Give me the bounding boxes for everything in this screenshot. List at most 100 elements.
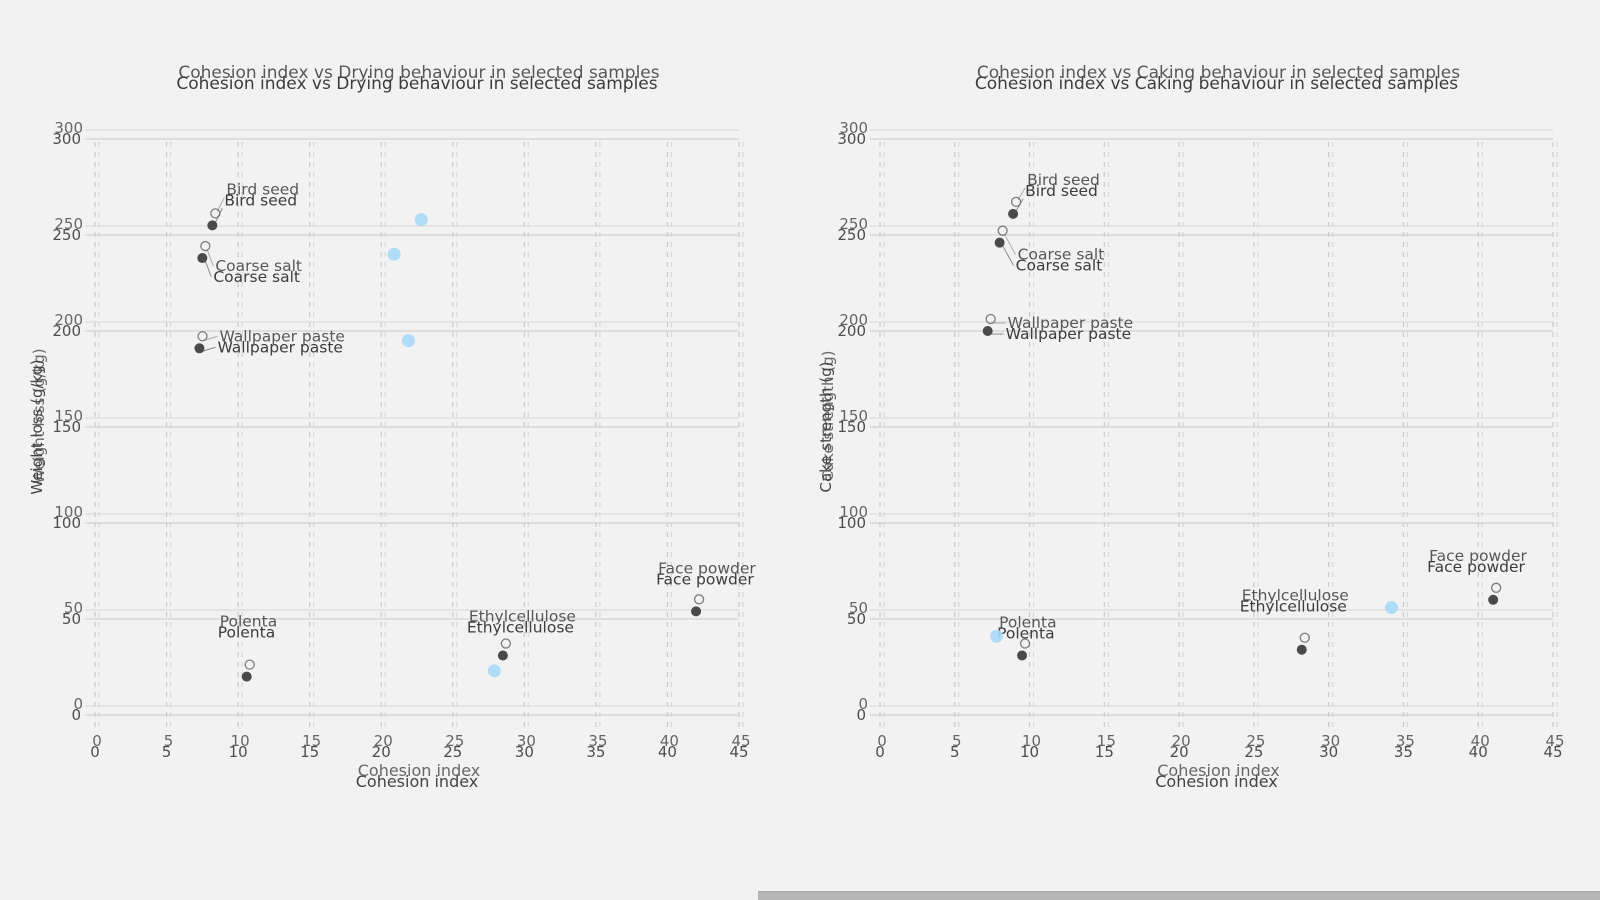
- y-tick-label-ghost: 250: [839, 215, 868, 233]
- point-label: Ethylcellulose: [467, 618, 574, 636]
- y-tick-label: 50: [62, 610, 81, 628]
- data-point-ghost: [500, 638, 512, 649]
- y-tick-label-ghost: 0: [73, 695, 83, 713]
- left-chart-xlabel: Cohesion index: [355, 772, 479, 791]
- point-label-ghost: Ethylcellulose: [469, 607, 576, 625]
- data-point: [197, 253, 208, 264]
- x-tick-label: 10: [229, 743, 248, 761]
- point-label: Coarse salt: [213, 268, 300, 286]
- data-point: [691, 606, 702, 617]
- leader-line-ghost: [216, 197, 225, 212]
- data-point-blue: [387, 247, 401, 261]
- right-chart-xlabel: Cohesion index: [1155, 772, 1278, 791]
- point-label: Ethylcellulose: [1240, 598, 1347, 616]
- x-tick-label: 25: [443, 743, 462, 761]
- data-point-ghost: [985, 313, 996, 325]
- x-tick-label-ghost: 35: [1396, 732, 1415, 750]
- x-tick-label-ghost: 15: [302, 732, 321, 750]
- point-label-ghost: Wallpaper paste: [219, 327, 344, 345]
- data-point: [1017, 650, 1028, 661]
- data-point: [982, 326, 993, 336]
- data-point-blue: [401, 334, 415, 348]
- point-label: Face powder: [1427, 558, 1525, 576]
- x-tick-label-ghost: 5: [164, 732, 174, 750]
- x-tick-label-ghost: 10: [231, 732, 250, 750]
- x-tick-label: 20: [372, 743, 391, 761]
- left-chart-ylabel: Weight loss (g/kg): [28, 359, 46, 495]
- point-label: Coarse salt: [1016, 257, 1103, 275]
- bottom-scrollbar[interactable]: [758, 891, 1600, 900]
- data-point-ghost: [1010, 196, 1022, 208]
- x-tick-label: 5: [950, 743, 960, 761]
- y-tick-label-ghost: 200: [839, 311, 868, 329]
- x-tick-label: 35: [586, 743, 605, 761]
- data-point-ghost: [1491, 582, 1502, 593]
- point-label-ghost: Coarse salt: [215, 257, 302, 275]
- leader-line: [1002, 245, 1015, 266]
- right-chart-ylabel: Cake strength (g): [817, 361, 835, 493]
- point-label: Polenta: [997, 624, 1055, 642]
- point-label: Bird seed: [224, 191, 297, 209]
- data-point: [1008, 208, 1019, 219]
- y-tick-label: 250: [837, 226, 866, 244]
- y-tick-label: 200: [837, 322, 866, 340]
- point-label: Bird seed: [1025, 182, 1098, 200]
- x-tick-label-ghost: 45: [1545, 732, 1564, 750]
- point-label: Polenta: [218, 624, 276, 642]
- point-label: Wallpaper paste: [1006, 325, 1131, 343]
- point-label-ghost: Face powder: [658, 559, 756, 577]
- y-tick-label-ghost: 300: [54, 119, 83, 137]
- y-tick-label-ghost: 200: [54, 311, 83, 329]
- y-tick-label-ghost: 100: [54, 503, 83, 521]
- data-point-ghost: [1299, 632, 1310, 643]
- x-tick-label: 25: [1244, 743, 1263, 761]
- x-tick-label: 5: [162, 743, 172, 761]
- x-tick-label-ghost: 20: [1172, 732, 1191, 750]
- x-tick-label: 0: [90, 743, 100, 761]
- data-point-blue: [990, 629, 1004, 643]
- data-point-ghost: [210, 208, 221, 219]
- data-point-ghost: [197, 331, 208, 342]
- y-tick-label: 0: [71, 706, 81, 724]
- data-point-blue: [487, 664, 501, 678]
- leader-line-ghost: [204, 335, 218, 341]
- y-tick-label: 250: [52, 226, 81, 244]
- y-tick-label-ghost: 50: [64, 599, 83, 617]
- x-tick-label-ghost: 10: [1022, 732, 1041, 750]
- x-tick-label: 35: [1394, 743, 1413, 761]
- y-tick-label-ghost: 150: [839, 407, 868, 425]
- x-tick-label: 20: [1170, 743, 1189, 761]
- x-tick-label: 45: [729, 743, 748, 761]
- x-tick-label: 30: [515, 743, 534, 761]
- x-tick-label: 10: [1020, 743, 1039, 761]
- data-point: [241, 671, 252, 682]
- data-point: [497, 650, 508, 661]
- data-point-ghost: [693, 594, 705, 605]
- data-point-ghost: [1019, 638, 1031, 649]
- point-label-ghost: Ethylcellulose: [1242, 587, 1349, 605]
- x-tick-label-ghost: 40: [1471, 732, 1490, 750]
- y-tick-label: 150: [52, 418, 81, 436]
- point-label-ghost: Polenta: [999, 613, 1057, 631]
- leader-line-ghost: [1004, 234, 1017, 255]
- x-tick-label: 15: [300, 743, 319, 761]
- point-label: Face powder: [656, 570, 754, 588]
- data-point: [1296, 644, 1307, 655]
- leader-line: [202, 346, 216, 352]
- x-tick-label-ghost: 30: [517, 732, 536, 750]
- x-tick-label: 0: [875, 743, 885, 761]
- y-tick-label-ghost: 150: [54, 407, 83, 425]
- point-label-ghost: Coarse salt: [1018, 246, 1105, 264]
- y-tick-label: 150: [837, 418, 866, 436]
- x-tick-label: 15: [1095, 743, 1114, 761]
- x-tick-label-ghost: 45: [731, 732, 750, 750]
- data-point-ghost: [997, 225, 1008, 236]
- y-tick-label: 100: [52, 514, 81, 532]
- leader-line: [204, 260, 212, 278]
- y-tick-label-ghost: 100: [839, 503, 868, 521]
- y-tick-label: 100: [837, 514, 866, 532]
- leader-line-ghost: [206, 249, 214, 267]
- x-tick-label-ghost: 35: [588, 732, 607, 750]
- x-tick-label-ghost: 5: [952, 732, 962, 750]
- y-tick-label-ghost: 0: [858, 695, 868, 713]
